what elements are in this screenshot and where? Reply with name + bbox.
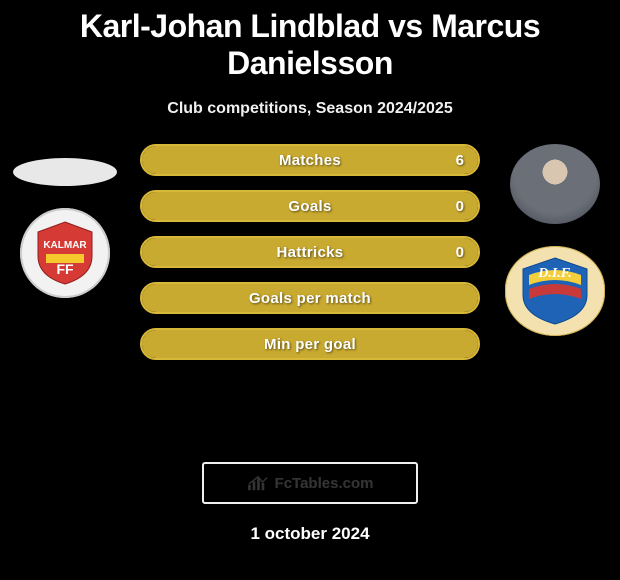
player-left-avatar-placeholder xyxy=(13,158,117,186)
brand-text: FcTables.com xyxy=(275,475,374,492)
bar-chart-icon xyxy=(247,474,269,492)
player-right-avatar xyxy=(510,144,600,224)
stat-bar: Matches 6 xyxy=(140,144,480,176)
stat-bars: Matches 6 Goals 0 Hattricks 0 Goals per match M… xyxy=(140,144,480,360)
stat-bar-label: Matches xyxy=(279,152,341,169)
stat-bar-value: 6 xyxy=(456,152,464,169)
stat-bar: Hattricks 0 xyxy=(140,236,480,268)
stat-bar: Min per goal xyxy=(140,328,480,360)
stat-bar-label: Goals per match xyxy=(249,290,371,307)
svg-text:KALMAR: KALMAR xyxy=(43,240,87,251)
page-title: Karl-Johan Lindblad vs Marcus Danielsson xyxy=(0,0,620,82)
club-badge-kalmar: KALMAR FF xyxy=(20,208,110,298)
stat-bar-label: Hattricks xyxy=(277,244,344,261)
svg-text:FF: FF xyxy=(56,261,74,277)
stat-bar-label: Min per goal xyxy=(264,336,356,353)
page-subtitle: Club competitions, Season 2024/2025 xyxy=(0,100,620,118)
club-badge-djurgarden: D.I.F. xyxy=(505,246,605,336)
stat-bar: Goals per match xyxy=(140,282,480,314)
left-player-column: KALMAR FF xyxy=(10,144,120,298)
stat-bar: Goals 0 xyxy=(140,190,480,222)
right-player-column: D.I.F. xyxy=(500,144,610,336)
comparison-area: KALMAR FF D.I.F. Matches6Goals0Hattricks… xyxy=(0,144,620,444)
kalmar-shield-icon: KALMAR FF xyxy=(30,218,100,288)
stat-bar-value: 0 xyxy=(456,198,464,215)
svg-text:D.I.F.: D.I.F. xyxy=(537,266,572,281)
brand-box: FcTables.com xyxy=(202,462,418,504)
stat-bar-label: Goals xyxy=(288,198,331,215)
date-text: 1 october 2024 xyxy=(0,524,620,544)
stat-bar-value: 0 xyxy=(456,244,464,261)
djurgarden-shield-icon: D.I.F. xyxy=(515,255,595,327)
